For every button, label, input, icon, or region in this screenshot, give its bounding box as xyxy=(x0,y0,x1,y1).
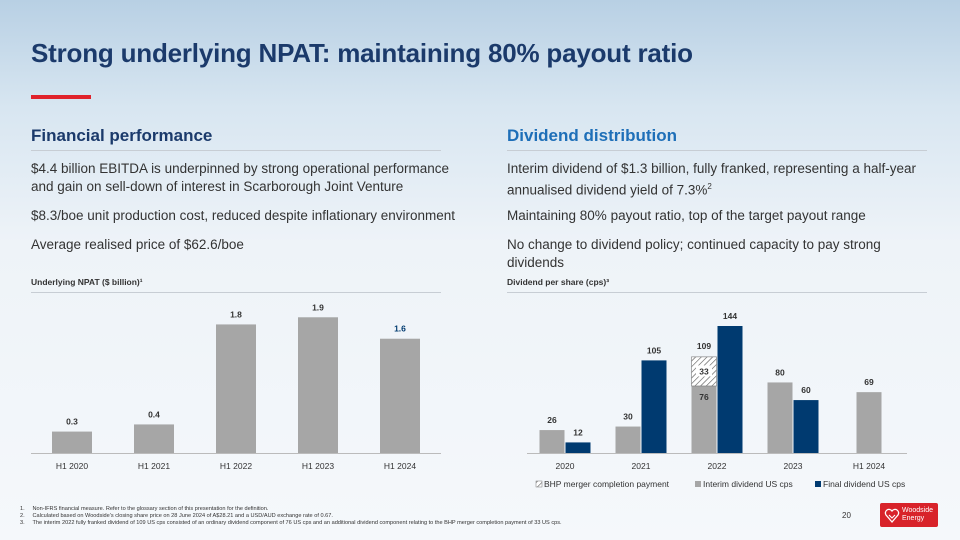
dividend-distribution-heading: Dividend distribution xyxy=(507,126,677,145)
logo-line-2: Energy xyxy=(902,515,925,522)
npat-chart-title: Underlying NPAT ($ billion)¹ xyxy=(31,277,143,287)
npat-bar-h1-2022 xyxy=(216,324,256,453)
dividend-point-2: Maintaining 80% payout ratio, top of the… xyxy=(507,208,866,223)
npat-bar-h1-2024 xyxy=(380,338,420,453)
npat-bar-h1-2021 xyxy=(134,424,174,453)
footnote-3-num: 3. xyxy=(20,520,25,526)
npat-x-tick-label: H1 2020 xyxy=(56,461,88,471)
npat-data-label: 1.8 xyxy=(230,309,242,319)
legend-label-bhp: BHP merger completion payment xyxy=(544,479,670,489)
dps-x-tick-label: 2022 xyxy=(708,461,727,471)
dps-chart-title-divider xyxy=(507,292,927,293)
npat-bar-h1-2020 xyxy=(52,431,92,453)
footnote-1: 1. Non-IFRS financial measure. Refer to … xyxy=(20,506,268,512)
npat-data-label: 0.3 xyxy=(66,417,78,427)
dps-interim-bar-2020 xyxy=(539,430,565,453)
woodside-logo: Woodside Energy xyxy=(880,503,938,527)
dps-final-label: 12 xyxy=(573,427,583,437)
legend-swatch-final xyxy=(815,481,821,487)
dps-interim-bar-2021 xyxy=(615,426,641,453)
dps-interim-bar-2022 xyxy=(691,385,717,453)
dps-final-bar-2020 xyxy=(565,442,591,453)
dps-chart-title: Dividend per share (cps)³ xyxy=(507,277,610,287)
dps-bhp-label-bg xyxy=(696,365,712,377)
legend-swatch-interim xyxy=(695,481,701,487)
dividend-point-1-text: Interim dividend of $1.3 billion, fully … xyxy=(507,161,916,198)
dividend-point-1: Interim dividend of $1.3 billion, fully … xyxy=(507,160,927,200)
right-divider xyxy=(507,150,927,151)
woodside-logo-icon xyxy=(884,508,900,523)
title-accent-bar xyxy=(31,95,91,99)
legend-label-final: Final dividend US cps xyxy=(823,479,905,489)
financial-point-1: $4.4 billion EBITDA is underpinned by st… xyxy=(31,161,449,194)
logo-line-1: Woodside xyxy=(902,507,934,514)
dps-x-tick-label: H1 2024 xyxy=(853,461,885,471)
dps-interim-label: 26 xyxy=(547,415,557,425)
footnote-2: 2. Calculated based on Woodside's closin… xyxy=(20,513,333,519)
dps-x-tick-label: 2023 xyxy=(784,461,803,471)
dps-final-label: 105 xyxy=(647,345,661,355)
page-number: 20 xyxy=(842,511,851,520)
npat-x-tick-label: H1 2021 xyxy=(138,461,170,471)
dps-stack-total-label: 109 xyxy=(697,341,711,351)
dps-final-bar-2021 xyxy=(641,360,667,453)
footnote-3: 3. The interim 2022 fully franked divide… xyxy=(20,520,562,526)
dps-interim-label: 69 xyxy=(864,377,874,387)
footnote-1-text: Non-IFRS financial measure. Refer to the… xyxy=(32,506,269,512)
dps-x-tick-label: 2020 xyxy=(556,461,575,471)
dps-bhp-label: 33 xyxy=(699,366,709,376)
footnote-1-num: 1. xyxy=(20,506,25,512)
npat-data-label: 0.4 xyxy=(148,409,160,419)
financial-point-3: Average realised price of $62.6/boe xyxy=(31,237,244,252)
dps-final-label: 144 xyxy=(723,311,737,321)
npat-data-label: 1.9 xyxy=(312,302,324,312)
left-divider xyxy=(31,150,441,151)
dps-final-label: 60 xyxy=(801,385,811,395)
npat-x-tick-label: H1 2022 xyxy=(220,461,252,471)
footnote-2-num: 2. xyxy=(20,513,25,519)
npat-bar-h1-2023 xyxy=(298,317,338,453)
dps-final-bar-2022 xyxy=(717,326,743,453)
npat-chart-title-divider xyxy=(31,292,441,293)
page-title: Strong underlying NPAT: maintaining 80% … xyxy=(31,38,693,68)
dps-interim-bar-h1-2024 xyxy=(856,392,882,453)
npat-x-tick-label: H1 2024 xyxy=(384,461,416,471)
dps-final-bar-2023 xyxy=(793,400,819,453)
dps-interim-label: 80 xyxy=(775,367,785,377)
legend-label-interim: Interim dividend US cps xyxy=(703,479,793,489)
npat-x-tick-label: H1 2023 xyxy=(302,461,334,471)
dps-x-tick-label: 2021 xyxy=(632,461,651,471)
legend-swatch-bhp xyxy=(535,480,543,488)
footnote-2-text: Calculated based on Woodside's closing s… xyxy=(32,513,333,519)
dps-interim-bar-2023 xyxy=(767,382,793,453)
dps-interim-label-inside: 76 xyxy=(699,392,709,402)
financial-point-2: $8.3/boe unit production cost, reduced d… xyxy=(31,208,456,223)
footnote-ref-2: 2 xyxy=(707,182,712,191)
footnote-3-text: The interim 2022 fully franked dividend … xyxy=(32,520,562,526)
npat-data-label: 1.6 xyxy=(394,324,406,334)
dps-interim-label: 30 xyxy=(623,412,633,422)
dividend-point-3: No change to dividend policy; continued … xyxy=(507,237,881,270)
financial-performance-heading: Financial performance xyxy=(31,126,213,145)
